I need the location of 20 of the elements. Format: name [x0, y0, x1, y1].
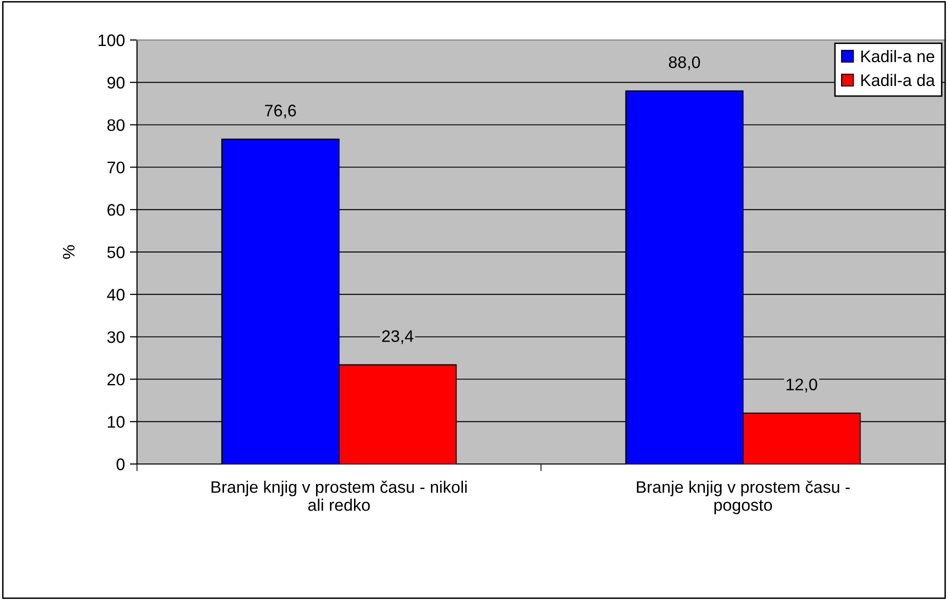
y-tick-label: 20 — [107, 374, 125, 386]
data-label: 88,0 — [668, 56, 700, 70]
data-label: 76,6 — [265, 104, 296, 118]
y-tick-label: 60 — [108, 204, 125, 216]
data-label: 23,4 — [382, 330, 414, 344]
y-tick-label: 0 — [116, 458, 125, 470]
y-tick-label: 70 — [108, 162, 125, 174]
x-tick-label: Branje knjig v prostem času - pogosto — [636, 480, 850, 514]
y-tick-label: 40 — [107, 288, 125, 301]
x-tick-label: Branje knjig v prostem času - nikoli ali redko — [212, 480, 467, 511]
y-tick-label: 90 — [107, 76, 125, 89]
y-tick-label: 50 — [107, 246, 125, 258]
y-tick-label: 80 — [107, 119, 125, 132]
y-tick-label: 10 — [108, 416, 125, 428]
data-label: 12,0 — [786, 378, 818, 392]
y-tick-label: 30 — [107, 331, 125, 344]
legend-label: Kadil-a da — [861, 74, 936, 86]
y-tick-label: 100 — [98, 34, 125, 46]
legend-label: Kadil-a ne — [861, 50, 934, 62]
y-axis-title: % — [62, 245, 75, 259]
